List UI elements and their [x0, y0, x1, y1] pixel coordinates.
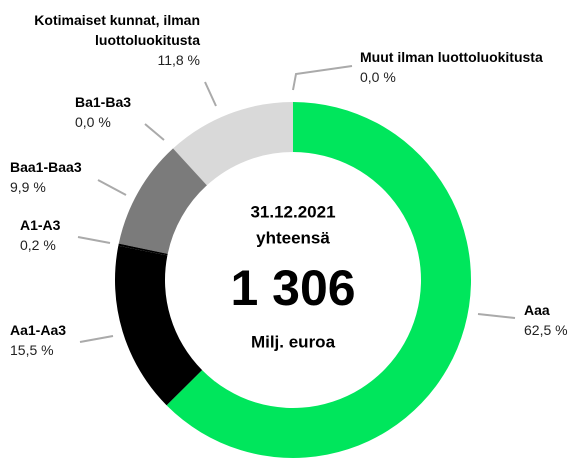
- donut-segment: [118, 148, 207, 254]
- leader-line: [204, 81, 217, 107]
- segment-label: Baa1-Baa3 9,9 %: [10, 157, 110, 197]
- donut-segment: [172, 102, 293, 186]
- leader-line: [97, 179, 127, 196]
- value-label: 0,0 %: [360, 69, 396, 85]
- value-label: 62,5 %: [524, 322, 568, 338]
- value-label: 9,9 %: [10, 179, 46, 195]
- category-name: Baa1-Baa3: [10, 159, 82, 175]
- center-subtitle: yhteensä: [256, 228, 330, 247]
- center-date: 31.12.2021: [250, 202, 335, 221]
- segment-label: A1-A3 0,2 %: [20, 215, 90, 255]
- category-name: A1-A3: [20, 217, 61, 233]
- category-name: Ba1-Ba3: [75, 94, 132, 110]
- donut-segment: [115, 245, 203, 406]
- value-label: 0,2 %: [20, 237, 56, 253]
- category-name: Aa1-Aa3: [10, 322, 67, 338]
- category-name: Muut ilman luottoluokitusta: [360, 49, 543, 65]
- segment-label: Muut ilman luottoluokitusta 0,0 %: [360, 47, 570, 87]
- leader-line: [477, 313, 516, 319]
- leader-line: [79, 335, 114, 343]
- category-name: Kotimaiset kunnat, ilman luottoluokitust…: [34, 12, 200, 48]
- value-label: 11,8 %: [157, 52, 200, 68]
- leader-line: [77, 236, 111, 244]
- leader-line: [144, 123, 165, 141]
- value-label: 15,5 %: [10, 342, 54, 358]
- donut-segment: [166, 102, 471, 458]
- category-name: Aaa: [524, 302, 550, 318]
- segment-label: Aaa 62,5 %: [524, 300, 571, 340]
- segment-label: Kotimaiset kunnat, ilman luottoluokitust…: [20, 10, 200, 70]
- center-unit: Milj. euroa: [251, 332, 336, 351]
- donut-segment: [118, 243, 168, 256]
- center-total: 1 306: [230, 260, 355, 316]
- segment-label: Ba1-Ba3 0,0 %: [75, 92, 165, 132]
- leader-line: [292, 65, 353, 91]
- leader-lines: [77, 65, 516, 343]
- value-label: 0,0 %: [75, 114, 111, 130]
- segment-label: Aa1-Aa3 15,5 %: [10, 320, 100, 360]
